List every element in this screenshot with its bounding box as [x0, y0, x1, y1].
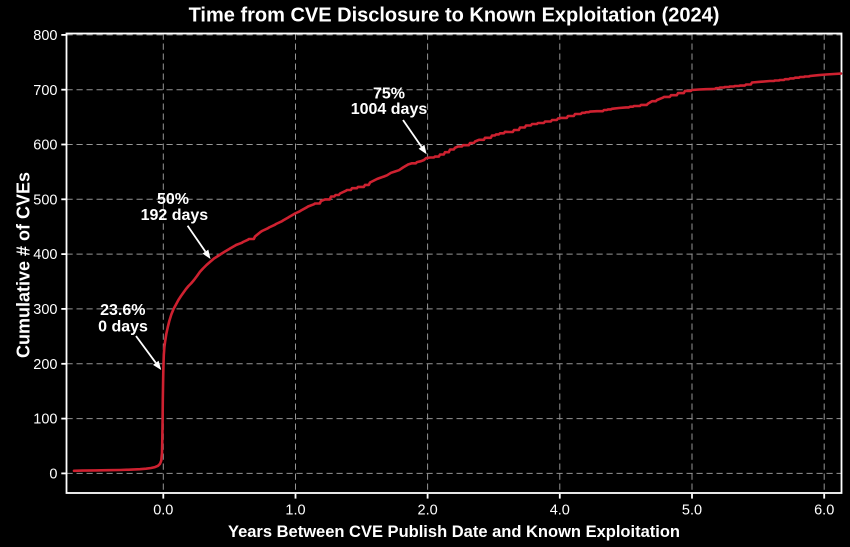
- svg-text:50%: 50%: [157, 191, 189, 208]
- svg-text:0.0: 0.0: [153, 503, 173, 519]
- svg-text:Time from CVE Disclosure to Kn: Time from CVE Disclosure to Known Exploi…: [189, 5, 720, 27]
- svg-text:0 days: 0 days: [98, 318, 148, 335]
- svg-text:Years Between CVE Publish Date: Years Between CVE Publish Date and Known…: [228, 523, 680, 541]
- svg-text:2.0: 2.0: [418, 503, 438, 519]
- svg-text:1.0: 1.0: [285, 503, 305, 519]
- svg-text:1004 days: 1004 days: [351, 101, 428, 118]
- svg-text:400: 400: [33, 247, 57, 263]
- svg-text:75%: 75%: [373, 85, 405, 102]
- svg-text:100: 100: [33, 412, 57, 428]
- svg-text:700: 700: [33, 83, 57, 99]
- svg-text:4.0: 4.0: [550, 503, 570, 519]
- svg-text:0: 0: [49, 467, 57, 483]
- svg-text:5.0: 5.0: [682, 503, 702, 519]
- svg-text:500: 500: [33, 192, 57, 208]
- svg-text:300: 300: [33, 302, 57, 318]
- svg-text:6.0: 6.0: [814, 503, 834, 519]
- svg-text:600: 600: [33, 138, 57, 154]
- svg-text:192 days: 192 days: [141, 207, 209, 224]
- svg-text:Cumulative # of CVEs: Cumulative # of CVEs: [14, 172, 34, 358]
- svg-text:200: 200: [33, 357, 57, 373]
- svg-text:23.6%: 23.6%: [100, 302, 145, 319]
- svg-text:800: 800: [33, 28, 57, 44]
